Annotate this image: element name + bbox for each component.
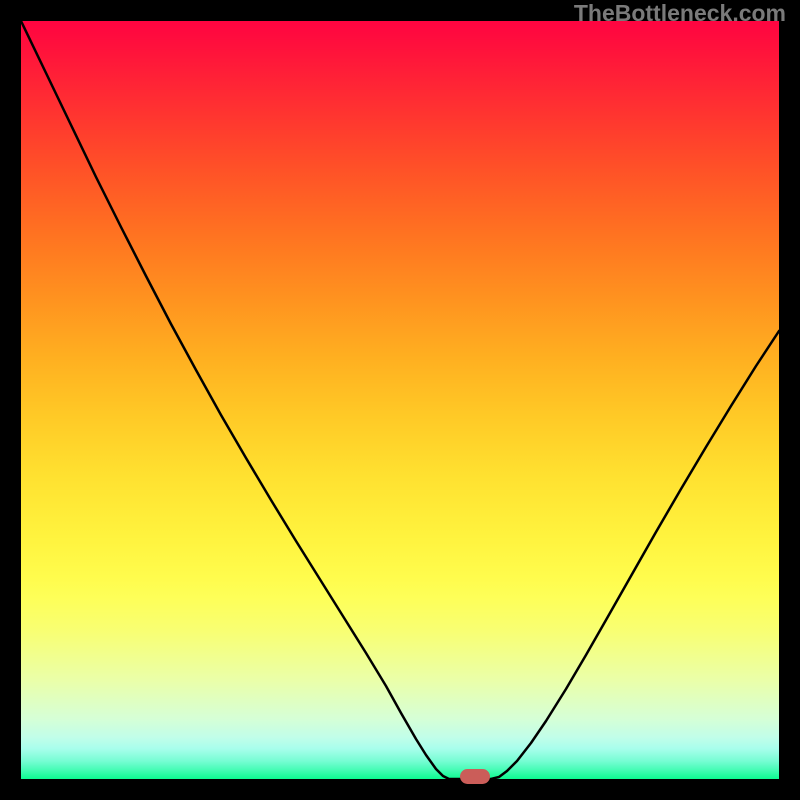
optimum-marker	[460, 769, 490, 784]
chart-frame: TheBottleneck.com	[0, 0, 800, 800]
bottleneck-curve	[21, 21, 779, 779]
plot-area	[21, 21, 779, 779]
watermark-text: TheBottleneck.com	[574, 0, 786, 27]
